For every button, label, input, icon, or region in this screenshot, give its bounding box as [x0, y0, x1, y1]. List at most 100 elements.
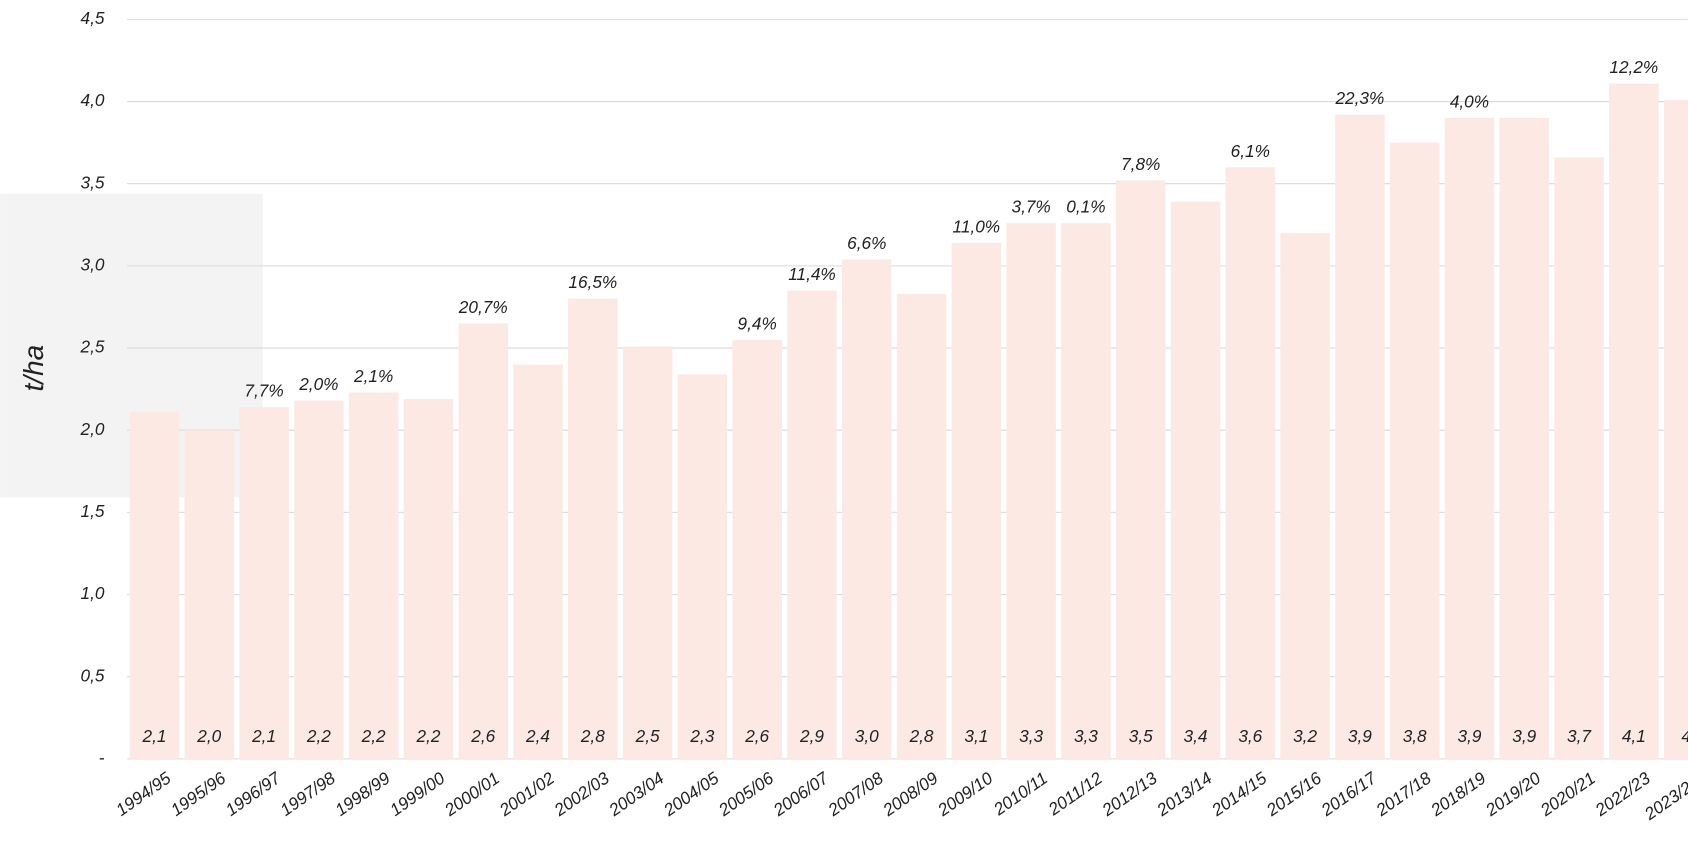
value-label: 2,1 — [251, 726, 276, 746]
value-label: 3,9 — [1348, 726, 1372, 746]
growth-label: 20,7% — [458, 297, 508, 317]
x-tick-label: 2002/03 — [550, 768, 614, 821]
value-label: 2,3 — [689, 726, 714, 746]
x-tick-label: 2016/17 — [1317, 767, 1381, 820]
value-label: 3,7 — [1567, 726, 1592, 746]
x-tick-label: 1999/00 — [386, 768, 449, 820]
x-tick-label: 1994/95 — [112, 768, 175, 820]
value-label: 3,3 — [1074, 726, 1098, 746]
y-tick-label: 3,5 — [81, 172, 105, 192]
value-label: 4, — [1681, 726, 1688, 746]
x-tick-label: 2007/08 — [823, 768, 887, 821]
growth-label: 3,7% — [1012, 197, 1051, 217]
x-tick-label: 2004/05 — [659, 768, 723, 821]
x-tick-label: 2009/10 — [933, 768, 997, 821]
growth-label: 0,1% — [1066, 197, 1105, 217]
bar — [1170, 201, 1221, 759]
value-label: 2,2 — [306, 726, 331, 746]
bar — [787, 290, 837, 759]
value-label: 3,5 — [1129, 726, 1153, 746]
value-label: 2,2 — [415, 726, 440, 746]
y-tick-label: 1,5 — [81, 501, 105, 521]
value-label: 2,5 — [635, 726, 660, 746]
value-label: 2,8 — [909, 726, 934, 746]
growth-label: 2,1% — [353, 366, 393, 386]
growth-label: 2,0% — [298, 374, 338, 394]
bar — [1115, 180, 1166, 759]
bar — [1444, 117, 1495, 759]
value-label: 2,6 — [470, 726, 495, 746]
y-tick-label: 4,0 — [81, 90, 105, 110]
bar — [1061, 223, 1111, 759]
growth-label: 4,0% — [1450, 91, 1489, 111]
bar — [1389, 142, 1440, 759]
x-tick-label: 2001/02 — [495, 768, 559, 821]
value-label: 3,2 — [1293, 726, 1317, 746]
x-tick-label: 2011/12 — [1044, 768, 1107, 820]
growth-label: 7,7% — [244, 381, 283, 401]
x-tick-label: 2000/01 — [440, 768, 503, 821]
bar — [513, 364, 563, 759]
bar — [184, 430, 235, 759]
x-tick-label: 1998/99 — [331, 768, 394, 820]
x-tick-label: 2006/07 — [769, 767, 833, 820]
growth-label: 11,4% — [788, 264, 836, 284]
x-tick-label: 2013/14 — [1152, 768, 1215, 821]
x-tick-label: 2020/21 — [1536, 768, 1599, 821]
bar — [129, 412, 180, 759]
x-tick-label: 2014/15 — [1207, 768, 1271, 821]
x-tick-label: 2005/06 — [714, 768, 778, 821]
y-axis-title: t/ha — [18, 345, 49, 392]
value-label: 3,9 — [1457, 726, 1481, 746]
bar — [622, 346, 673, 759]
growth-label: 22,3% — [1334, 88, 1384, 108]
y-tick-label: 4,5 — [81, 8, 105, 28]
x-tick-label: 1996/97 — [222, 767, 286, 820]
value-label: 3,9 — [1512, 726, 1536, 746]
y-tick-label: 2,0 — [80, 419, 105, 439]
bar — [896, 293, 947, 759]
growth-label: 9,4% — [738, 313, 777, 333]
bar — [732, 339, 782, 759]
bar — [1554, 157, 1604, 759]
y-tick-label: - — [99, 747, 105, 767]
growth-label: 7,8% — [1121, 154, 1160, 174]
y-tick-label: 2,5 — [80, 337, 105, 357]
x-tick-label: 2018/19 — [1426, 768, 1490, 821]
x-tick-label: 2003/04 — [604, 768, 667, 821]
y-tick-label: 0,5 — [81, 665, 105, 685]
growth-label: 16,5% — [568, 272, 617, 292]
value-label: 2,9 — [799, 726, 824, 746]
y-tick-label: 3,0 — [81, 254, 105, 274]
bar — [677, 374, 728, 759]
value-label: 2,1 — [142, 726, 167, 746]
bar — [403, 398, 454, 759]
bar — [1335, 114, 1385, 759]
value-label: 3,4 — [1184, 726, 1208, 746]
y-tick-label: 1,0 — [81, 583, 105, 603]
bar — [1006, 223, 1056, 759]
value-label: 3,0 — [855, 726, 879, 746]
x-tick-label: 2017/18 — [1371, 768, 1435, 821]
bar — [239, 407, 289, 759]
x-tick-label: 2008/09 — [878, 768, 942, 821]
x-tick-label: 2015/16 — [1262, 768, 1326, 821]
value-label: 4,1 — [1622, 726, 1646, 746]
value-label: 3,1 — [964, 726, 988, 746]
x-tick-label: 2010/11 — [989, 768, 1051, 820]
x-tick-label: 1995/96 — [167, 768, 230, 820]
bar — [458, 323, 508, 759]
value-label: 3,8 — [1403, 726, 1427, 746]
growth-label: 6,1% — [1231, 141, 1270, 161]
x-tick-label: 2012/13 — [1097, 768, 1161, 821]
value-label: 2,6 — [744, 726, 769, 746]
value-label: 3,3 — [1019, 726, 1043, 746]
bar — [1499, 117, 1550, 759]
x-tick-label: 1997/98 — [276, 768, 339, 820]
bar — [348, 392, 399, 759]
bar — [1225, 167, 1276, 759]
value-label: 3,6 — [1238, 726, 1262, 746]
bar — [842, 259, 892, 759]
growth-label: 11,0% — [953, 216, 1001, 236]
